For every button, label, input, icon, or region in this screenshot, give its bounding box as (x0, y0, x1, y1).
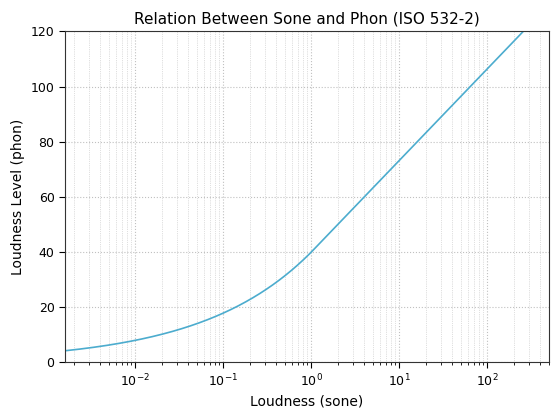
Y-axis label: Loudness Level (phon): Loudness Level (phon) (11, 119, 25, 275)
Title: Relation Between Sone and Phon (ISO 532-2): Relation Between Sone and Phon (ISO 532-… (134, 11, 480, 26)
X-axis label: Loudness (sone): Loudness (sone) (250, 395, 363, 409)
